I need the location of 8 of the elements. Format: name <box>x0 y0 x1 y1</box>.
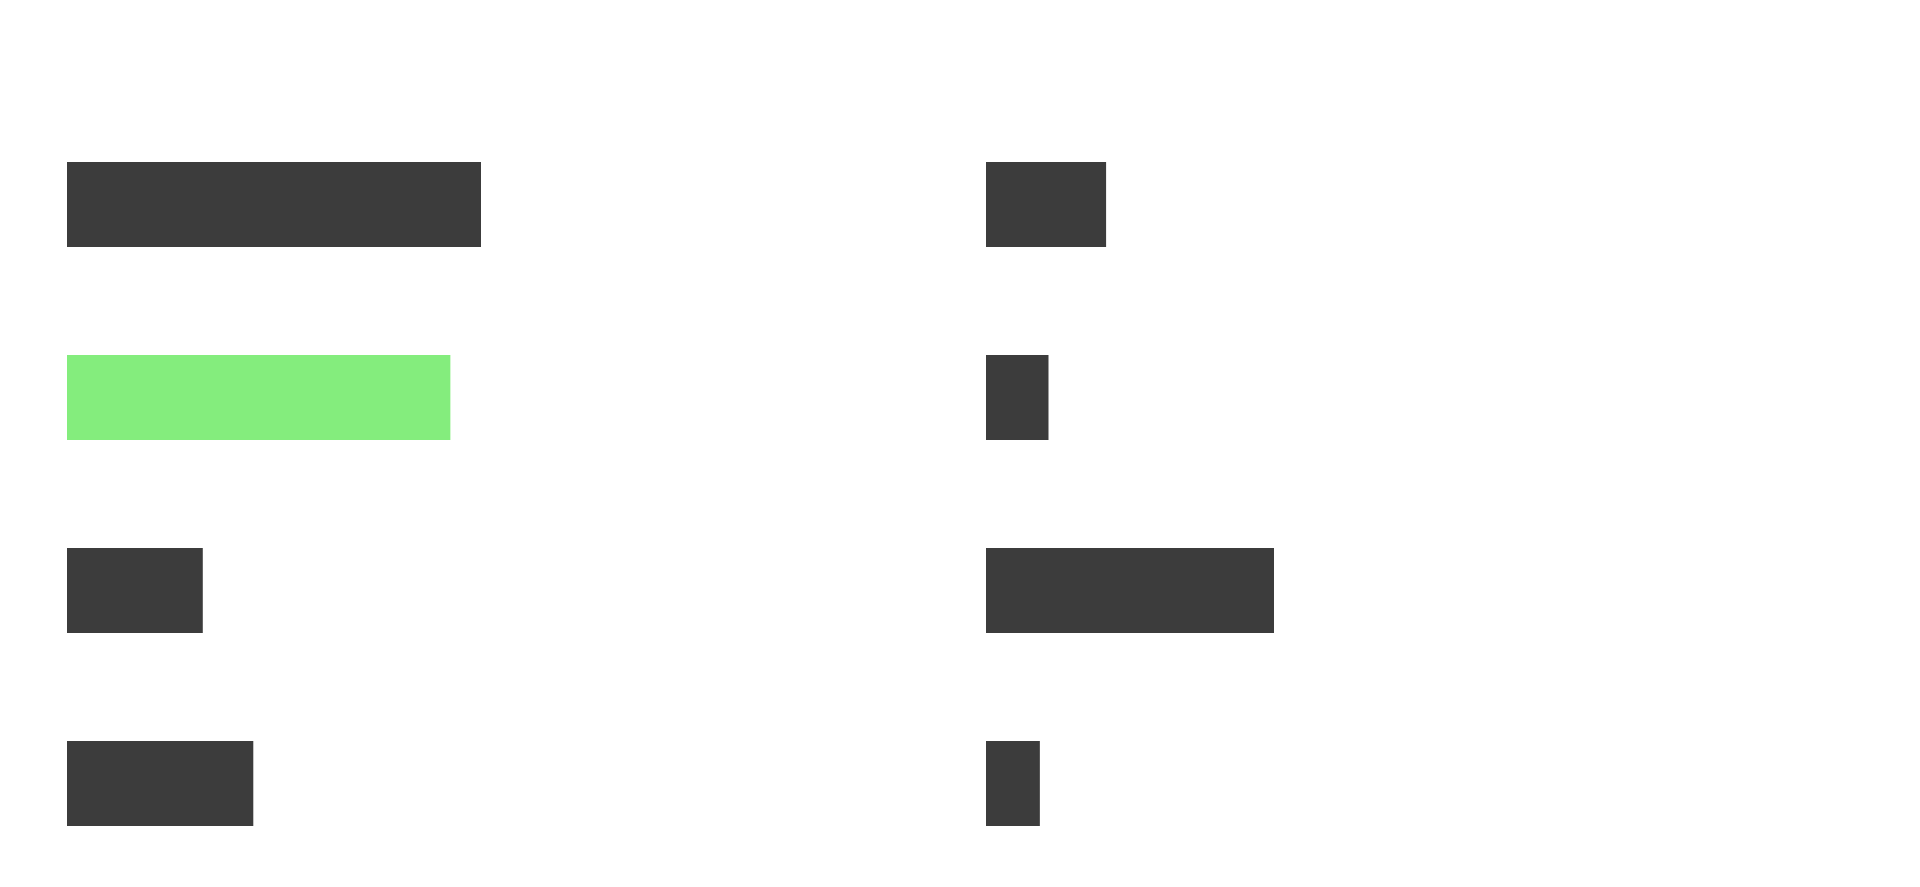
bar <box>67 162 481 247</box>
bar <box>986 548 1274 633</box>
bar <box>67 741 254 826</box>
bar <box>986 162 1107 247</box>
bar <box>67 548 203 633</box>
bar <box>67 355 451 440</box>
bar <box>986 741 1040 826</box>
bar <box>986 355 1049 440</box>
